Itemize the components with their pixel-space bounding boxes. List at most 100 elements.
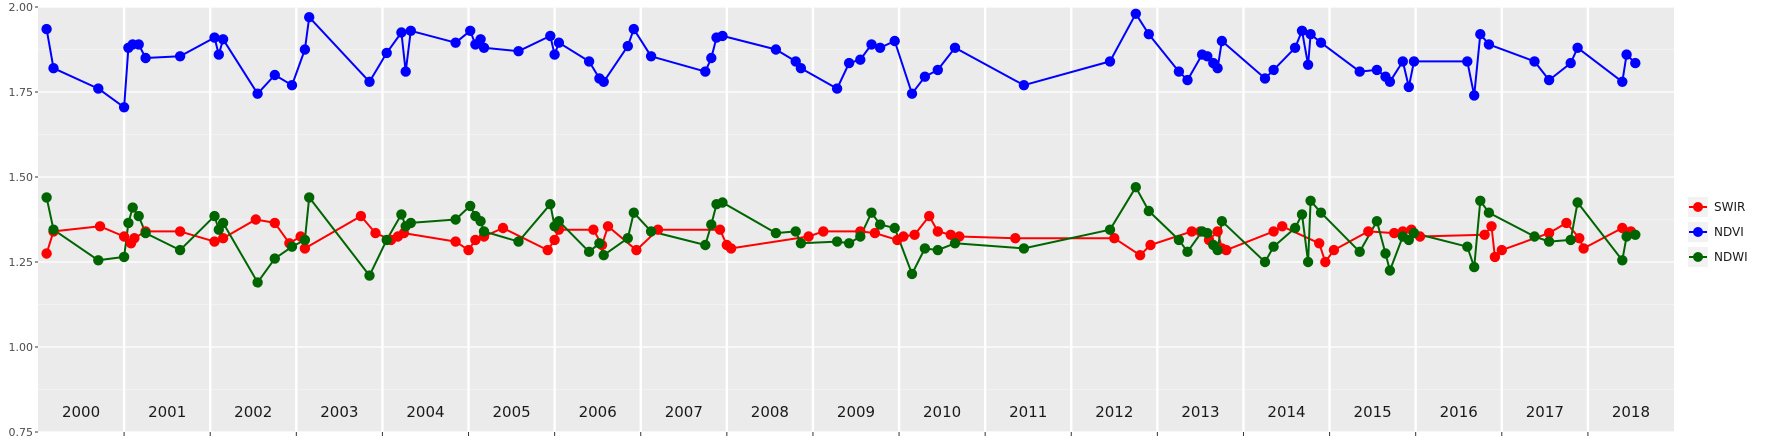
year-label: 2014 xyxy=(1267,403,1305,421)
data-point-ndwi xyxy=(93,255,104,266)
data-point-ndvi xyxy=(1296,25,1308,36)
data-point-swir xyxy=(299,243,311,254)
data-point-swir xyxy=(1489,251,1501,263)
data-point-ndwi xyxy=(706,219,717,230)
data-point-swir xyxy=(1010,233,1021,244)
data-point-ndwi xyxy=(932,244,943,256)
data-point-ndwi xyxy=(622,233,633,244)
data-point-ndwi xyxy=(209,210,220,222)
data-point-ndwi xyxy=(1104,224,1116,235)
series-layer xyxy=(41,8,1641,288)
data-point-swir xyxy=(1328,244,1340,256)
data-point-ndvi xyxy=(405,25,416,36)
year-label: 2003 xyxy=(320,403,358,421)
data-point-ndvi xyxy=(1268,64,1279,76)
data-point-ndvi xyxy=(545,30,556,42)
data-point-ndwi xyxy=(450,214,461,225)
data-point-ndwi xyxy=(1621,231,1632,242)
year-label: 2012 xyxy=(1095,403,1133,421)
data-point-ndvi xyxy=(1483,39,1495,50)
year-label: 2006 xyxy=(579,403,617,421)
data-point-swir xyxy=(1134,250,1146,261)
data-point-swir xyxy=(217,233,229,244)
data-point-ndvi xyxy=(1403,81,1415,93)
data-point-ndwi xyxy=(1296,209,1308,220)
legend-key-point xyxy=(1693,202,1703,212)
data-point-swir xyxy=(924,210,935,222)
data-point-ndvi xyxy=(209,32,220,43)
data-point-ndvi xyxy=(919,71,931,82)
data-point-ndvi xyxy=(304,12,315,23)
data-point-ndvi xyxy=(269,69,280,81)
data-point-ndvi xyxy=(628,23,639,35)
legend-label: SWIR xyxy=(1714,200,1745,214)
data-point-swir xyxy=(909,229,920,240)
year-label: 2017 xyxy=(1526,403,1564,421)
data-point-ndvi xyxy=(1543,74,1555,86)
y-tick-label: 1.00 xyxy=(9,341,34,354)
data-point-swir xyxy=(1212,226,1223,237)
data-point-ndvi xyxy=(174,51,186,62)
data-point-swir xyxy=(588,224,599,235)
data-point-ndwi xyxy=(919,243,931,254)
data-point-ndwi xyxy=(1259,256,1271,268)
data-point-ndvi xyxy=(549,49,560,60)
data-point-ndvi xyxy=(93,83,104,94)
data-point-swir xyxy=(1543,227,1555,239)
data-point-swir xyxy=(1574,233,1585,244)
data-point-ndvi xyxy=(866,39,877,50)
data-point-ndwi xyxy=(1462,241,1473,252)
y-tick-label: 1.50 xyxy=(9,171,34,184)
data-point-ndvi xyxy=(48,62,59,74)
data-point-ndvi xyxy=(1212,62,1223,74)
data-point-swir xyxy=(542,244,553,256)
data-point-swir xyxy=(41,248,52,259)
year-label: 2015 xyxy=(1354,403,1392,421)
data-point-swir xyxy=(1496,244,1508,256)
data-point-ndwi xyxy=(405,217,416,229)
data-point-ndvi xyxy=(1202,51,1213,62)
data-point-swir xyxy=(1186,226,1198,237)
data-point-ndvi xyxy=(1572,42,1583,53)
data-point-ndwi xyxy=(123,217,134,229)
data-point-ndwi xyxy=(269,253,280,264)
data-point-ndwi xyxy=(1408,227,1420,239)
data-point-ndvi xyxy=(1216,35,1228,47)
grid-major xyxy=(38,6,1674,433)
data-point-ndwi xyxy=(949,238,961,249)
data-point-swir xyxy=(602,221,614,232)
year-label: 2016 xyxy=(1440,403,1478,421)
data-point-swir xyxy=(94,221,106,232)
data-point-ndvi xyxy=(465,25,476,36)
data-point-ndvi xyxy=(450,37,461,48)
data-point-ndvi xyxy=(645,51,657,62)
data-point-ndwi xyxy=(1617,255,1628,266)
year-label: 2004 xyxy=(406,403,444,421)
data-point-ndvi xyxy=(133,39,144,50)
data-point-ndwi xyxy=(1212,244,1223,256)
data-point-ndwi xyxy=(1469,261,1480,273)
data-point-ndwi xyxy=(1018,243,1030,254)
data-point-ndwi xyxy=(252,277,263,288)
data-point-ndvi xyxy=(1182,74,1193,86)
data-point-ndwi xyxy=(475,216,486,227)
data-point-swir xyxy=(250,214,261,225)
data-point-ndvi xyxy=(1371,64,1383,76)
data-point-ndvi xyxy=(706,52,717,64)
data-point-ndwi xyxy=(874,219,886,230)
data-point-ndwi xyxy=(700,239,711,251)
legend: SWIR NDVI NDWI xyxy=(1688,197,1748,267)
data-point-swir xyxy=(818,226,829,237)
legend-label: NDWI xyxy=(1714,250,1748,264)
data-point-ndwi xyxy=(717,197,728,208)
y-tick-label: 1.25 xyxy=(9,256,34,269)
data-point-ndvi xyxy=(400,66,411,77)
data-point-ndwi xyxy=(583,246,595,257)
data-point-swir xyxy=(1145,239,1156,251)
data-point-ndvi xyxy=(1259,73,1271,84)
data-point-swir xyxy=(1617,222,1628,234)
data-point-swir xyxy=(129,233,140,244)
data-point-ndvi xyxy=(1397,56,1409,67)
data-point-ndvi xyxy=(717,30,728,42)
data-point-ndwi xyxy=(645,226,657,237)
